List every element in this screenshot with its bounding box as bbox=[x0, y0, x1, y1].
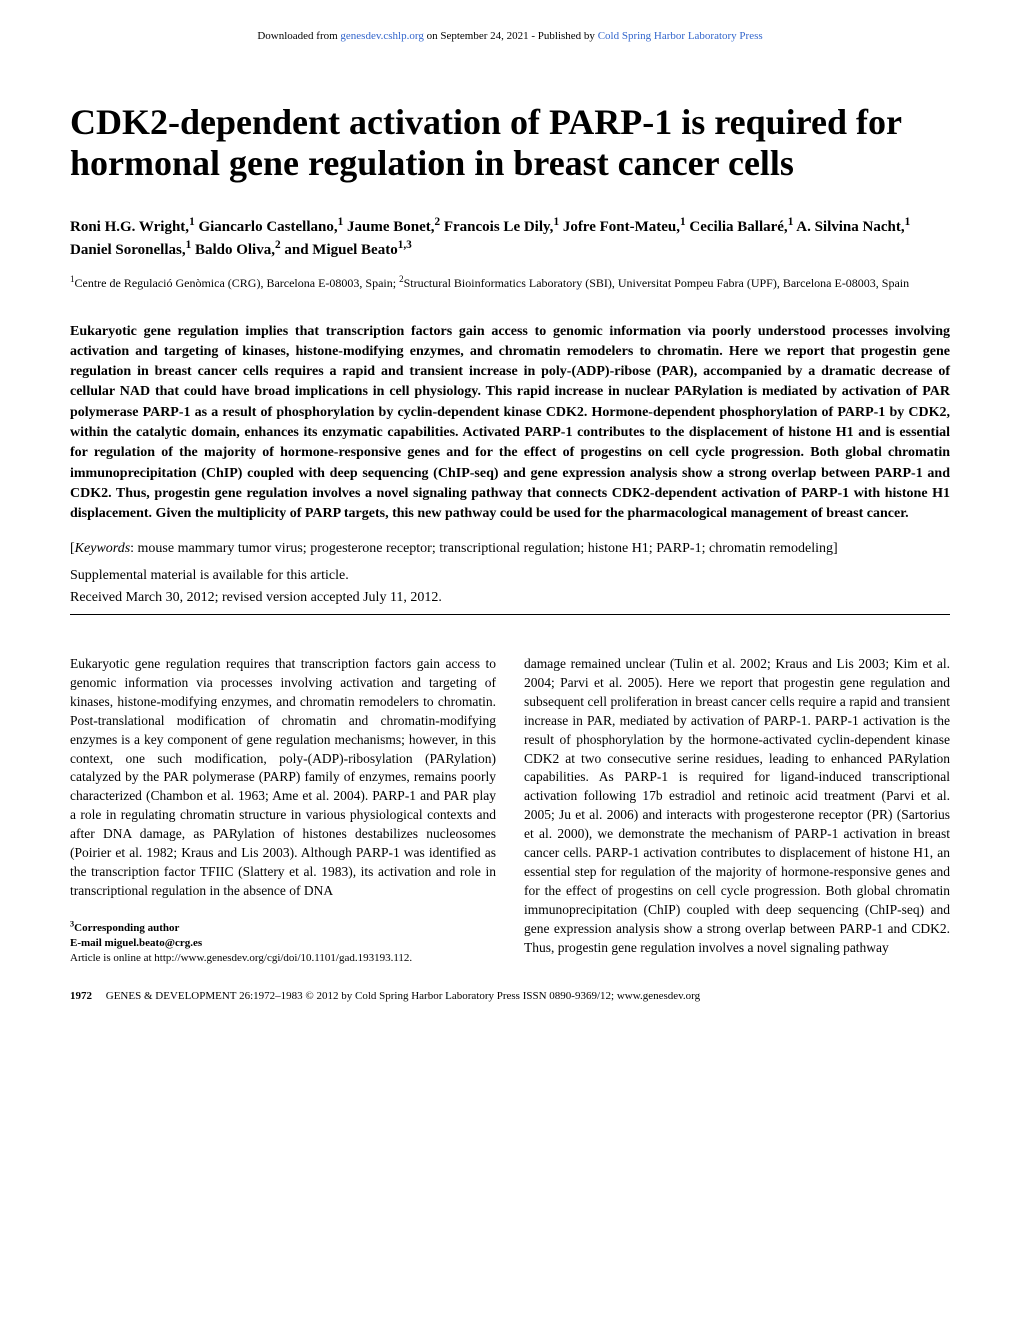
body-text-right: damage remained unclear (Tulin et al. 20… bbox=[524, 655, 950, 957]
page-container: Downloaded from genesdev.cshlp.org on Se… bbox=[0, 0, 1020, 1032]
source-link-2[interactable]: Cold Spring Harbor Laboratory Press bbox=[598, 30, 763, 42]
keywords: [Keywords: mouse mammary tumor virus; pr… bbox=[70, 539, 950, 559]
article-title: CDK2-dependent activation of PARP-1 is r… bbox=[70, 102, 950, 185]
download-prefix: Downloaded from bbox=[257, 30, 340, 42]
email-label: E-mail bbox=[70, 937, 105, 949]
corresponding-block: 3Corresponding author E-mail miguel.beat… bbox=[70, 919, 496, 966]
article-dates: Received March 30, 2012; revised version… bbox=[70, 590, 950, 606]
corresponding-label: Corresponding author bbox=[74, 922, 179, 934]
body-column-left: Eukaryotic gene regulation requires that… bbox=[70, 655, 496, 966]
affiliations: 1Centre de Regulació Genòmica (CRG), Bar… bbox=[70, 273, 950, 292]
download-header: Downloaded from genesdev.cshlp.org on Se… bbox=[70, 30, 950, 42]
page-number: 1972 bbox=[70, 990, 92, 1002]
divider bbox=[70, 614, 950, 615]
abstract-text: Eukaryotic gene regulation implies that … bbox=[70, 322, 950, 525]
body-text-left: Eukaryotic gene regulation requires that… bbox=[70, 655, 496, 901]
footer-text: GENES & DEVELOPMENT 26:1972–1983 © 2012 … bbox=[106, 990, 700, 1002]
supplemental-note: Supplemental material is available for t… bbox=[70, 568, 950, 584]
body-column-right: damage remained unclear (Tulin et al. 20… bbox=[524, 655, 950, 966]
authors-list: Roni H.G. Wright,1 Giancarlo Castellano,… bbox=[70, 215, 950, 261]
body-columns: Eukaryotic gene regulation requires that… bbox=[70, 655, 950, 966]
page-footer: 1972 GENES & DEVELOPMENT 26:1972–1983 © … bbox=[70, 990, 950, 1002]
article-online: Article is online at http://www.genesdev… bbox=[70, 952, 412, 964]
source-link-1[interactable]: genesdev.cshlp.org bbox=[340, 30, 423, 42]
corresponding-email: miguel.beato@crg.es bbox=[105, 937, 203, 949]
download-mid: on September 24, 2021 - Published by bbox=[424, 30, 598, 42]
